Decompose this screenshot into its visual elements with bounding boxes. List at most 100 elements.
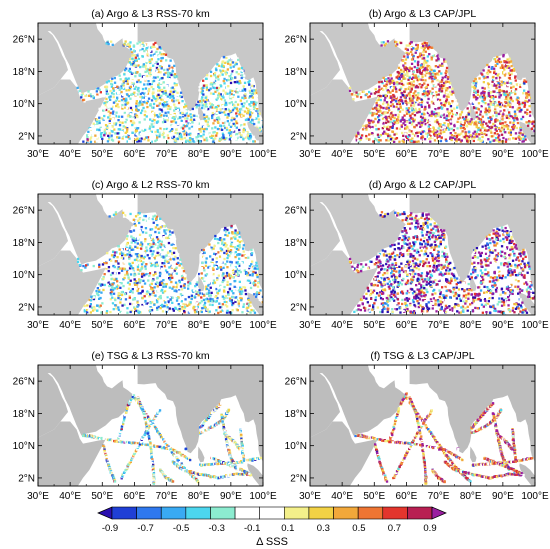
data-point [166,140,169,143]
data-point [498,95,501,98]
data-point [236,80,239,83]
data-point [392,79,395,82]
data-point [499,66,502,69]
data-point [382,106,385,110]
data-point [148,73,151,76]
data-point [474,77,477,81]
data-point [165,250,168,254]
data-point [241,105,244,108]
data-point [136,93,139,96]
data-point [491,135,494,138]
data-point [437,59,440,62]
data-point [209,299,212,303]
data-point [388,116,391,119]
data-point [224,263,227,266]
data-point [139,64,142,67]
data-point [154,105,157,109]
data-point [210,248,213,251]
data-point [498,89,502,92]
data-point [134,138,138,141]
data-point [483,98,486,101]
data-point [150,264,153,268]
data-point [178,305,182,308]
data-point [410,87,413,90]
data-point [150,58,153,61]
data-point [208,98,211,101]
data-point [158,129,162,132]
data-point [426,55,429,58]
data-point [205,111,208,114]
sea-inlet [47,202,82,265]
data-point [112,101,116,104]
data-point [469,123,472,126]
data-point [181,266,184,270]
data-point [204,129,207,132]
data-point [131,131,134,134]
data-point [139,65,142,69]
data-point [498,138,501,141]
data-point [488,91,492,94]
data-point [518,103,521,106]
data-point [152,289,155,293]
data-point [148,276,152,279]
data-point [399,106,402,109]
data-point [107,266,111,269]
data-point [150,99,154,102]
data-point [436,57,440,60]
data-point [524,138,527,141]
data-point [228,129,231,132]
data-point [99,296,102,300]
data-point [430,73,433,76]
data-point [150,260,153,263]
data-point [510,111,513,114]
data-point [106,126,109,130]
data-point [157,85,160,88]
data-point [520,110,524,113]
data-point [388,109,391,112]
data-point [389,95,392,98]
data-point [475,124,478,127]
data-point [434,131,437,134]
data-point [165,100,168,103]
data-point [456,134,459,138]
data-point [203,279,206,282]
data-point [508,116,511,120]
y-tick-label: 26°N [13,35,35,46]
data-point [221,248,224,251]
data-point [214,137,217,140]
data-point [396,83,399,86]
data-point [146,282,149,285]
data-point [418,92,421,95]
data-point [149,293,152,296]
data-point [172,100,175,103]
data-point [371,132,374,135]
data-point [187,295,191,299]
data-point [369,112,372,115]
data-point [414,90,417,93]
data-point [232,139,235,142]
data-point [509,133,512,136]
data-point [168,115,171,118]
data-point [404,58,408,61]
data-point [175,80,178,84]
data-point [168,307,171,310]
data-point [478,133,481,136]
data-point [164,259,167,262]
data-point [235,97,239,100]
data-point [136,127,139,130]
data-point [197,303,200,306]
data-point [381,121,384,124]
data-point [193,126,196,130]
data-point [187,122,190,125]
data-point [475,111,478,114]
data-point [140,50,143,53]
data-point [394,137,397,140]
data-point [377,140,380,143]
data-point [473,106,476,110]
data-point [138,73,142,76]
data-point [474,82,478,85]
data-point [154,306,158,309]
data-point [227,293,230,296]
data-point [521,115,525,119]
data-point [415,48,418,52]
